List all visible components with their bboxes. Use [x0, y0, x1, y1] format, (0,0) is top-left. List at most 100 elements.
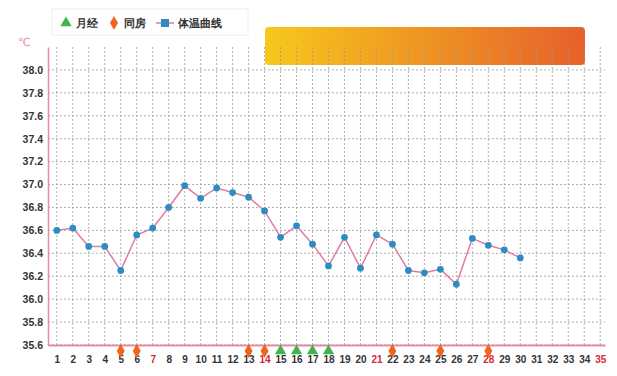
x-tick-label: 4	[102, 354, 108, 365]
grid-line	[520, 47, 521, 345]
grid-line	[536, 47, 537, 345]
x-tick: 26	[451, 345, 463, 365]
legend-symbol	[161, 19, 169, 27]
grid-line	[48, 115, 605, 116]
y-tick-label: 37.0	[23, 178, 44, 190]
grid-line	[296, 47, 297, 345]
event-marker	[436, 344, 444, 358]
grid-line	[424, 47, 425, 345]
x-tick: 19	[339, 345, 351, 365]
event-marker	[307, 344, 318, 354]
grid-line	[440, 47, 441, 345]
grid-line	[376, 47, 377, 345]
x-tick-label: 3	[86, 354, 92, 365]
x-tick: 3	[86, 345, 92, 365]
temperature-point	[341, 234, 348, 241]
x-tick-label: 16	[291, 354, 303, 365]
temperature-point	[421, 269, 428, 276]
grid-line	[328, 47, 329, 345]
x-tick: 17	[307, 345, 319, 365]
temperature-point	[405, 267, 412, 274]
event-markers	[117, 344, 493, 358]
y-tick-label: 35.6	[23, 339, 44, 351]
x-tick-label: 18	[323, 354, 335, 365]
temperature-point	[357, 265, 364, 272]
x-tick-label: 8	[166, 354, 172, 365]
temperature-point	[101, 243, 108, 250]
event-marker	[261, 344, 269, 358]
x-tick-label: 24	[419, 354, 431, 365]
x-tick-label: 19	[339, 354, 351, 365]
grid-line	[48, 138, 605, 139]
temperature-line	[57, 186, 521, 285]
y-axis-title: ℃	[18, 36, 30, 49]
grid-line	[568, 47, 569, 345]
grid-line	[232, 47, 233, 345]
event-marker	[484, 344, 492, 358]
x-tick-label: 31	[531, 354, 543, 365]
x-tick-label: 12	[228, 354, 240, 365]
x-tick: 32	[547, 345, 559, 365]
x-tick: 13	[244, 345, 256, 365]
y-tick: 37.4	[23, 133, 48, 145]
event-marker	[117, 344, 125, 358]
x-tick: 21	[371, 345, 383, 365]
x-tick: 7	[150, 345, 156, 365]
legend: 月经同房体温曲线	[52, 9, 248, 35]
x-tick-label: 11	[212, 354, 223, 365]
x-tick-label: 1	[55, 354, 61, 365]
x-tick: 9	[182, 345, 188, 365]
grid-line	[56, 47, 57, 345]
y-tick: 36.2	[23, 270, 48, 282]
grid-line	[48, 345, 605, 346]
temperature-point	[469, 235, 476, 242]
x-tick-label: 30	[515, 354, 527, 365]
y-tick: 36.0	[23, 293, 48, 305]
y-tick: 37.6	[23, 110, 48, 122]
x-tick-label: 33	[563, 354, 575, 365]
temperature-point	[165, 204, 172, 211]
grid-line	[408, 47, 409, 345]
x-tick: 16	[291, 345, 303, 365]
x-tick: 27	[467, 345, 479, 365]
x-tick-label: 21	[371, 354, 383, 365]
grid-line	[48, 69, 605, 70]
temperature-point	[181, 182, 188, 189]
x-tick-label: 27	[467, 354, 479, 365]
y-tick-label: 37.4	[23, 133, 44, 145]
x-tick-label: 15	[275, 354, 287, 365]
x-tick: 35	[595, 345, 607, 365]
grid-line	[136, 47, 137, 345]
temperature-point	[437, 266, 444, 273]
x-tick: 30	[515, 345, 527, 365]
x-tick-label: 10	[196, 354, 208, 365]
event-marker	[323, 344, 334, 354]
x-tick-label: 20	[355, 354, 367, 365]
x-tick-label: 29	[499, 354, 511, 365]
event-marker	[291, 344, 302, 354]
grid-line	[392, 47, 393, 345]
x-tick: 20	[355, 345, 367, 365]
y-tick: 37.2	[23, 155, 48, 167]
x-tick: 11	[212, 345, 223, 365]
x-tick: 34	[579, 345, 591, 365]
plot	[53, 182, 523, 287]
temperature-point	[53, 227, 60, 234]
temperature-point	[117, 267, 124, 274]
event-marker	[245, 344, 253, 358]
x-tick: 29	[499, 345, 511, 365]
x-tick: 33	[563, 345, 575, 365]
grid-line	[584, 47, 585, 345]
event-marker	[388, 344, 396, 358]
grid-line	[120, 47, 121, 345]
grid-line	[264, 47, 265, 345]
grid-line	[472, 47, 473, 345]
temperature-point	[309, 241, 316, 248]
legend-label: 同房	[124, 17, 146, 30]
x-tick: 4	[102, 345, 108, 365]
x-tick-label: 23	[403, 354, 415, 365]
y-tick: 35.6	[23, 339, 48, 351]
x-tick: 31	[531, 345, 543, 365]
temperature-point	[373, 232, 380, 239]
legend-symbol	[60, 16, 71, 26]
